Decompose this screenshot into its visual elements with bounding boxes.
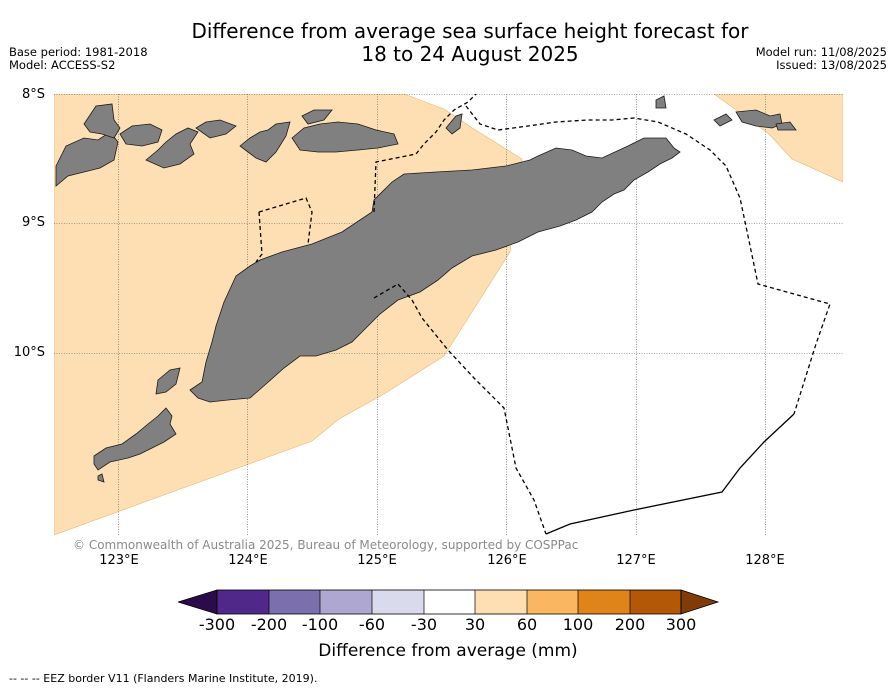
title-line-1: Difference from average sea surface heig… [191,19,749,43]
copyright-notice: © Commonwealth of Australia 2025, Bureau… [73,538,579,552]
colorbar-seg-7 [527,590,578,614]
lon-label-127e: 127°E [616,553,656,568]
anomaly-region-ne [713,94,843,183]
cbar-tick-200: 200 [614,615,646,634]
colorbar-frame [216,589,682,615]
island-l [775,121,797,131]
colorbar-extend-high [680,589,720,615]
lat-label-10s: 10°S [13,345,45,360]
colorbar-seg-4 [372,590,424,614]
colorbar-dividers [268,590,631,614]
island-d [195,119,237,139]
cbar-tick-60: 60 [516,615,538,634]
island-g [301,109,333,125]
colorbar-seg-2 [269,590,320,614]
land [55,95,797,483]
cbar-tick-neg60: -60 [358,615,386,634]
lat-label-8s: 8°S [21,87,45,102]
island-n [93,407,177,471]
lon-label-128e: 128°E [745,553,785,568]
alor-island [55,131,119,187]
meta-left: Base period: 1981-2018 Model: ACCESS-S2 [9,46,148,72]
lon-label-125e: 125°E [357,553,397,568]
lon-label-123e: 123°E [99,553,139,568]
colorbar-label: Difference from average (mm) [318,641,578,661]
issued-date: Issued: 13/08/2025 [776,58,887,72]
island-i [655,95,667,109]
colorbar-seg-5 [424,590,475,614]
map-title: Difference from average sea surface heig… [140,20,800,66]
eez-border [255,94,831,535]
island-c [145,127,199,169]
lon-label-124e: 124°E [228,553,268,568]
lon-label-126e: 126°E [487,553,527,568]
island-j [713,113,733,127]
eez-border-solid [545,413,795,535]
colorbar-seg-1 [217,590,269,614]
island-e [239,121,291,163]
map-panel [54,94,843,535]
eez-footnote: -- -- -- EEZ border V11 (Flanders Marine… [9,672,318,685]
title-line-2: 18 to 24 August 2025 [361,42,579,66]
island-o [97,473,105,483]
lat-label-9s: 9°S [21,215,45,230]
model-run: Model run: 11/08/2025 [755,45,887,59]
cbar-tick-100: 100 [562,615,594,634]
cbar-tick-neg300: -300 [198,615,236,634]
colorbar-seg-3 [320,590,372,614]
island-m [155,367,181,395]
colorbar-seg-9 [630,590,681,614]
colorbar-extend-low [178,589,218,615]
model-name: Model: ACCESS-S2 [9,58,116,72]
base-period: Base period: 1981-2018 [9,45,148,59]
cbar-tick-30: 30 [464,615,486,634]
cbar-tick-neg200: -200 [250,615,288,634]
cbar-tick-300: 300 [665,615,697,634]
colorbar-seg-8 [578,590,630,614]
cbar-tick-neg100: -100 [301,615,339,634]
timor-island [189,137,681,403]
island-b [119,123,163,147]
colorbar [178,589,720,615]
meta-right: Model run: 11/08/2025 Issued: 13/08/2025 [756,46,887,72]
colorbar-seg-6 [475,590,527,614]
cbar-tick-neg30: -30 [410,615,438,634]
island-h [445,113,463,135]
island-a [83,103,121,139]
island-f [291,121,399,153]
